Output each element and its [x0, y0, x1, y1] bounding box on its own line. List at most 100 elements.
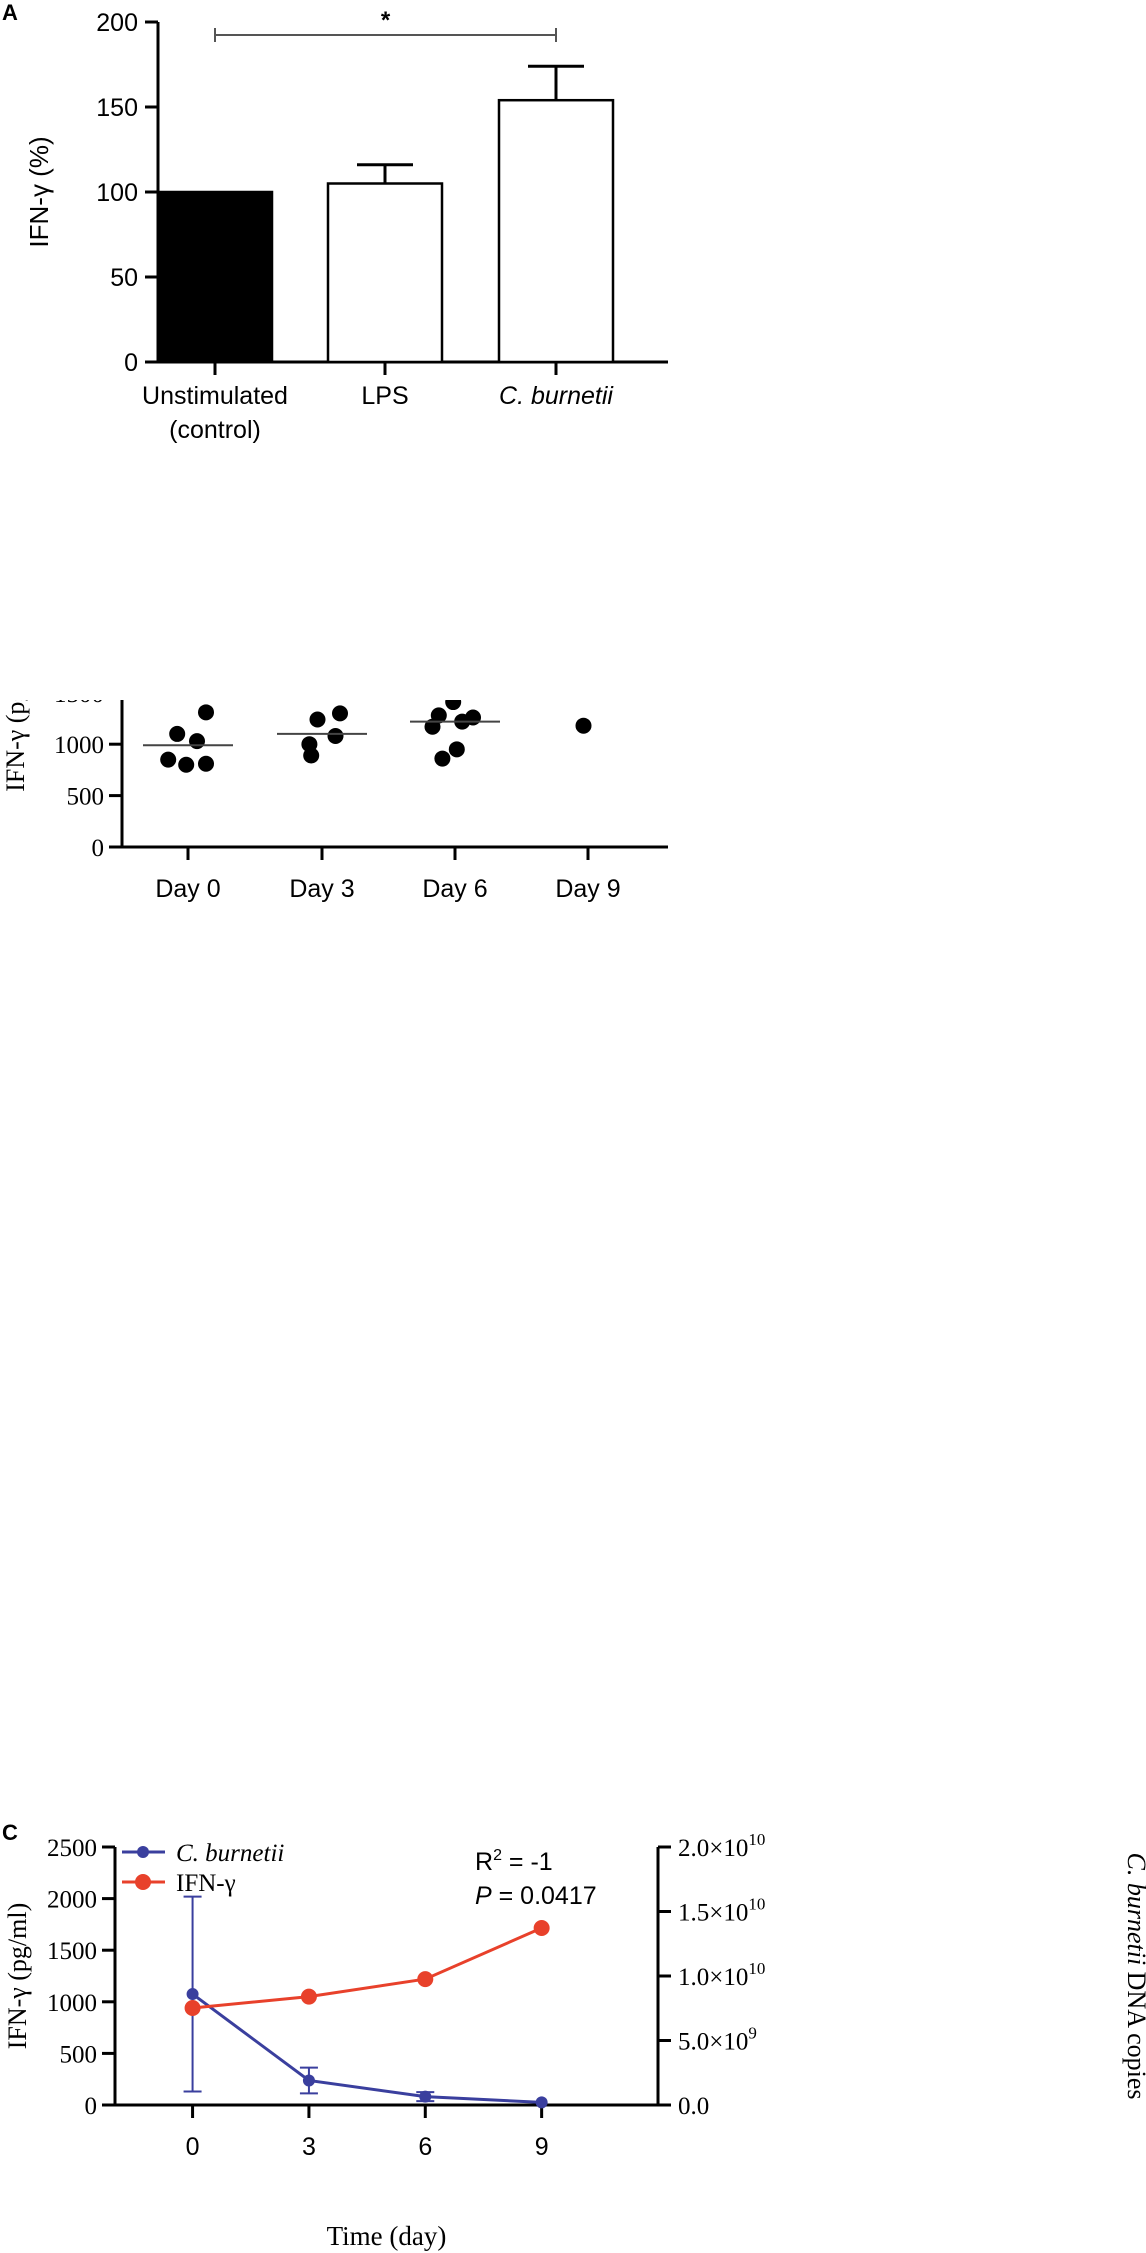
- tick-exponent: 9: [748, 2024, 757, 2043]
- group-0: [143, 704, 233, 773]
- data-points: [143, 700, 592, 773]
- stats-annotation: R2 = -1 P = 0.0417: [475, 1847, 597, 1910]
- p-value-text: P = 0.0417: [475, 1882, 597, 1910]
- series-line: [191, 1992, 542, 2104]
- axes: 050010001500200025000.05.0×1091.0×10101.…: [47, 1830, 765, 2161]
- data-point: [424, 718, 441, 735]
- data-point: [300, 1988, 317, 2005]
- legend-label: IFN-γ: [176, 1870, 236, 1897]
- legend-label: C. burnetii: [176, 1840, 284, 1867]
- bar-2: [497, 98, 615, 364]
- y-tick-label-left: 0: [85, 2093, 98, 2120]
- p-label: P: [475, 1882, 492, 1910]
- y-tick-label: 200: [96, 9, 138, 37]
- y-tick-label-right: 1.0×1010: [678, 1959, 765, 1991]
- tick-exponent: 10: [748, 1959, 765, 1978]
- x-tick-label: LPS: [361, 382, 408, 410]
- data-point: [327, 727, 344, 744]
- data-point: [419, 2090, 432, 2103]
- series-0: [183, 1895, 548, 2109]
- group-1: [277, 705, 367, 764]
- data-point: [160, 751, 177, 768]
- panel-a: A 0 50 100 150 200 IFN-γ (%) Unstimulated (contr…: [0, 0, 1146, 700]
- y-tick-label-left: 2500: [47, 1835, 97, 1862]
- data-point: [169, 725, 186, 742]
- data-point: [302, 2074, 315, 2087]
- data-point: [448, 741, 465, 758]
- data-point: [434, 750, 451, 767]
- y-axis-right-label-italic: C. burnetii: [1122, 1853, 1146, 1966]
- tick-mantissa: 1.0×10: [678, 1964, 748, 1991]
- data-point: [332, 705, 348, 722]
- tick-exponent: 10: [748, 1830, 765, 1849]
- y-axis-right-label: C. burnetii DNA copies: [1122, 1853, 1146, 2100]
- x-tick-label: 6: [418, 2133, 432, 2161]
- y-tick-label: 50: [110, 264, 138, 292]
- data-point: [445, 700, 462, 711]
- y-tick-label-right: 1.5×1010: [678, 1895, 765, 1927]
- y-tick-label-right: 5.0×109: [678, 2024, 757, 2056]
- y-tick-label: 100: [96, 179, 138, 207]
- y-tick-label: 1000: [54, 732, 104, 759]
- data-point: [575, 717, 592, 734]
- data-point: [535, 2096, 548, 2109]
- r-squared-text: R2 = -1: [475, 1847, 553, 1876]
- line-chart: C050010001500200025000.05.0×1091.0×10101…: [2, 1820, 1146, 2251]
- data-point: [198, 704, 214, 721]
- y-tick-label: 0: [92, 835, 105, 862]
- tick-mantissa: 1.5×10: [678, 1900, 748, 1927]
- bar-1: [326, 182, 444, 364]
- significance-bracket: *: [214, 7, 557, 42]
- y-tick-label-left: 1500: [47, 1938, 97, 1965]
- r-label: R: [475, 1848, 493, 1876]
- y-axis-label: IFN-γ (%): [24, 136, 54, 247]
- y-tick-label: 1500: [54, 700, 104, 708]
- y-tick-label-left: 1000: [47, 1990, 97, 2017]
- x-tick-label: Day 9: [555, 875, 620, 903]
- x-tick-label: Day 3: [289, 875, 354, 903]
- data-point: [186, 1988, 199, 2001]
- x-tick-label: Day 6: [422, 875, 487, 903]
- y-tick-label-left: 2000: [47, 1887, 97, 1914]
- x-tick-label: 3: [302, 2133, 316, 2161]
- p-value: = 0.0417: [492, 1882, 597, 1910]
- tick-exponent: 10: [748, 1895, 765, 1914]
- bar-0: [156, 190, 274, 364]
- x-tick-label: Day 0: [155, 875, 220, 903]
- bars: [156, 64, 615, 375]
- legend-marker: [137, 1846, 149, 1858]
- x-tick-label: (control): [169, 416, 261, 444]
- bar-chart: A 0 50 100 150 200 IFN-γ (%) Unstimulated (contr…: [2, 0, 668, 444]
- y-axis-left-label: IFN-γ (pg/ml): [3, 1903, 32, 2050]
- panel-label-a: A: [2, 0, 18, 25]
- data-point: [417, 1971, 434, 1988]
- data-point: [309, 711, 326, 728]
- r-value: = -1: [502, 1848, 553, 1876]
- panel-label-c: C: [2, 1820, 18, 1845]
- group-3: [575, 717, 592, 734]
- significance-label: *: [381, 7, 391, 34]
- x-tick-label: Unstimulated: [142, 382, 288, 410]
- series-line: [192, 1926, 543, 2010]
- y-tick-label: 500: [67, 784, 105, 811]
- y-tick-label-right: 2.0×1010: [678, 1830, 765, 1862]
- y-tick-label: 0: [124, 349, 138, 377]
- data-point: [303, 747, 320, 764]
- x-tick-label: C. burnetii: [499, 382, 614, 410]
- panel-c: C 0 500 1000 1500 2000 2500 0.0 5.0×109 1.0×1010 1…: [0, 1500, 1146, 2253]
- y-axis-label: IFN-γ (pg/ml): [1, 700, 30, 792]
- data-point: [198, 755, 214, 772]
- group-2: [410, 700, 500, 767]
- data-point: [533, 1920, 550, 1937]
- legend: C. burnetii IFN-γ: [122, 1840, 284, 1897]
- legend-marker: [135, 1874, 151, 1890]
- x-tick-label: 0: [186, 2133, 200, 2161]
- data-point: [189, 733, 205, 750]
- tick-mantissa: 5.0×10: [678, 2029, 748, 2056]
- x-tick-label: 9: [535, 2133, 549, 2161]
- x-axis-label: Time (day): [327, 2221, 447, 2251]
- data-point: [184, 1999, 201, 2016]
